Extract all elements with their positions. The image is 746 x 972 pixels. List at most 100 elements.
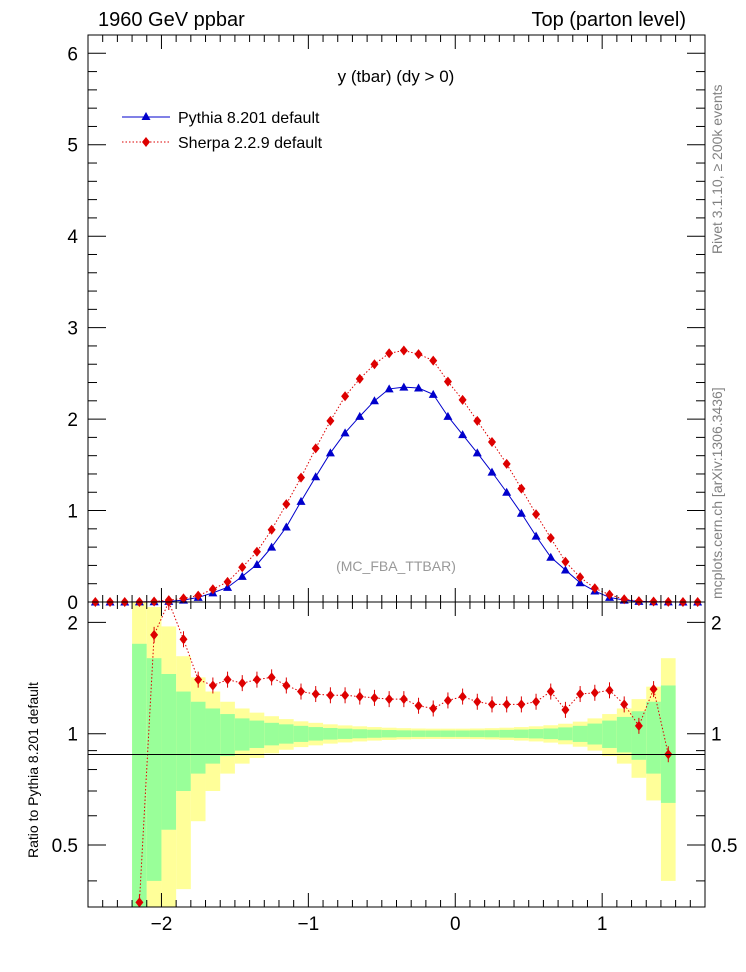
sherpa-ratio-point bbox=[634, 720, 643, 731]
header-left-title: 1960 GeV ppbar bbox=[98, 9, 245, 31]
band-inner-bin bbox=[455, 730, 470, 737]
legend-sherpa-marker bbox=[142, 137, 150, 147]
band-inner-bin bbox=[220, 714, 235, 757]
sherpa-ratio-point bbox=[370, 692, 379, 703]
pythia-data-point bbox=[252, 560, 262, 569]
sherpa-data-point bbox=[267, 524, 276, 535]
pythia-data-point bbox=[502, 487, 512, 496]
band-inner-bin bbox=[646, 701, 661, 774]
band-inner-bin bbox=[572, 725, 588, 742]
sherpa-data-point bbox=[634, 596, 643, 607]
band-inner-bin bbox=[469, 730, 485, 738]
legend: Pythia 8.201 default Sherpa 2.2.9 defaul… bbox=[122, 110, 323, 152]
band-inner-bin bbox=[278, 724, 294, 744]
sherpa-ratio-point bbox=[487, 699, 496, 710]
pythia-data-point bbox=[325, 448, 335, 457]
band-inner-bin bbox=[411, 730, 426, 737]
ratio-y-tick-label-right: 2 bbox=[711, 613, 722, 634]
band-inner-bin bbox=[499, 729, 515, 738]
band-inner-bin bbox=[176, 691, 191, 791]
band-inner-bin bbox=[514, 729, 529, 738]
main-y-tick-label: 1 bbox=[67, 502, 78, 523]
main-y-tick-label: 4 bbox=[67, 227, 78, 248]
band-inner-bin bbox=[543, 728, 559, 740]
band-inner-bin bbox=[146, 658, 162, 881]
axis-ticks bbox=[87, 34, 706, 907]
sherpa-ratio-point bbox=[194, 674, 203, 685]
main-y-tick-label: 6 bbox=[67, 44, 78, 65]
sherpa-ratio-point bbox=[311, 689, 320, 700]
sherpa-data-point bbox=[517, 483, 526, 494]
main-series-layer bbox=[90, 345, 703, 607]
sherpa-data-point bbox=[194, 590, 203, 601]
pythia-data-point bbox=[414, 383, 424, 392]
band-inner-bin bbox=[293, 725, 309, 742]
legend-pythia-label: Pythia 8.201 default bbox=[178, 110, 320, 127]
sherpa-ratio-point bbox=[179, 634, 188, 645]
band-inner-bin bbox=[602, 720, 617, 748]
pythia-data-point bbox=[311, 472, 321, 481]
sherpa-data-point bbox=[355, 373, 364, 384]
sherpa-ratio-point bbox=[399, 694, 408, 705]
pythia-data-point bbox=[340, 428, 350, 437]
ratio-y-tick-label-left: 2 bbox=[67, 613, 78, 634]
sherpa-data-point bbox=[576, 572, 585, 583]
sherpa-data-point bbox=[282, 499, 291, 510]
analysis-watermark: (MC_FBA_TTBAR) bbox=[336, 558, 456, 574]
pythia-data-point bbox=[472, 448, 482, 457]
x-tick-label: −1 bbox=[298, 914, 320, 935]
main-y-tick-label: 5 bbox=[67, 136, 78, 157]
ratio-y-tick-label-right: 1 bbox=[711, 725, 722, 746]
sherpa-ratio-point bbox=[355, 691, 364, 702]
band-inner-bin bbox=[440, 730, 456, 737]
x-tick-label: 1 bbox=[597, 914, 608, 935]
sherpa-ratio-point bbox=[208, 680, 217, 691]
band-inner-bin bbox=[425, 730, 441, 737]
pythia-data-point bbox=[458, 430, 468, 439]
pythia-data-point bbox=[237, 571, 247, 580]
band-inner-bin bbox=[484, 730, 500, 738]
sherpa-ratio-point bbox=[341, 690, 350, 701]
mcplots-label: mcplots.cern.ch [arXiv:1306.3436] bbox=[709, 387, 725, 599]
band-inner-bin bbox=[205, 708, 221, 764]
sherpa-data-point bbox=[311, 443, 320, 454]
sherpa-ratio-point bbox=[605, 685, 614, 696]
main-y-tick-label: 2 bbox=[67, 410, 78, 431]
sherpa-data-point bbox=[223, 576, 232, 587]
pythia-data-point bbox=[355, 411, 365, 420]
sherpa-ratio-point bbox=[385, 694, 394, 705]
pythia-data-point bbox=[399, 382, 409, 391]
sherpa-data-point bbox=[179, 593, 188, 604]
sherpa-data-point bbox=[399, 345, 408, 356]
band-inner-bin bbox=[161, 674, 177, 830]
sherpa-ratio-point bbox=[297, 686, 306, 697]
sherpa-data-point bbox=[385, 348, 394, 359]
sherpa-ratio-point bbox=[517, 699, 526, 710]
ratio-y-tick-label-left: 1 bbox=[67, 725, 78, 746]
band-inner-bin bbox=[264, 722, 279, 746]
x-tick-label: −2 bbox=[151, 914, 173, 935]
x-tick-label: 0 bbox=[450, 914, 461, 935]
pythia-data-point bbox=[560, 565, 570, 574]
ratio-y-tick-label-left: 0.5 bbox=[52, 836, 78, 857]
band-inner-bin bbox=[367, 729, 382, 738]
sherpa-data-point bbox=[238, 562, 247, 573]
band-inner-bin bbox=[337, 728, 353, 739]
sherpa-ratio-point bbox=[429, 703, 438, 714]
sherpa-ratio-point bbox=[576, 689, 585, 700]
ratio-y-axis-label: Ratio to Pythia 8.201 default bbox=[25, 682, 41, 858]
pythia-data-point bbox=[531, 531, 541, 540]
sherpa-data-point bbox=[473, 415, 482, 426]
band-inner-bin bbox=[190, 701, 206, 774]
band-inner-bin bbox=[308, 727, 324, 741]
sherpa-data-point bbox=[502, 458, 511, 469]
sherpa-data-point bbox=[414, 349, 423, 360]
sherpa-data-point bbox=[208, 584, 217, 595]
sherpa-data-point bbox=[561, 556, 570, 567]
sherpa-ratio-point bbox=[649, 684, 658, 695]
band-inner-bin bbox=[396, 730, 412, 738]
sherpa-data-point bbox=[297, 472, 306, 483]
band-inner-bin bbox=[132, 643, 147, 907]
pythia-data-point bbox=[516, 508, 526, 517]
sherpa-data-point bbox=[429, 355, 438, 366]
